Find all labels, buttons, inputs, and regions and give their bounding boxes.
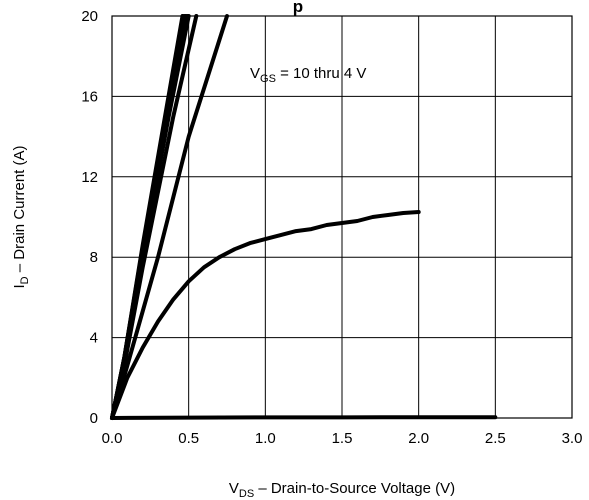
y-tick-label: 0 — [90, 410, 98, 427]
y-tick-label: 16 — [81, 88, 98, 105]
x-tick-label: 0.0 — [102, 430, 123, 447]
ylabel-text: – Drain Current (A) — [11, 146, 28, 277]
series-line-8 — [110, 210, 421, 420]
x-tick-labels: 0.0 0.5 1.0 1.5 2.0 2.5 3.0 — [102, 430, 583, 447]
x-tick-label: 1.0 — [255, 430, 276, 447]
vgs-annotation: VGS = 10 thru 4 V — [250, 65, 366, 85]
series-line-7 — [110, 14, 229, 420]
y-tick-labels: 0 4 8 12 16 20 — [81, 8, 98, 427]
y-tick-label: 20 — [81, 8, 98, 25]
annotation-subscript: GS — [260, 73, 276, 85]
x-tick-label: 2.0 — [408, 430, 429, 447]
x-tick-label: 3.0 — [562, 430, 583, 447]
xlabel-subscript: DS — [239, 488, 254, 500]
xlabel-prefix: V — [229, 480, 239, 497]
x-tick-label: 0.5 — [178, 430, 199, 447]
y-tick-label: 8 — [90, 249, 98, 266]
annotation-text: = 10 thru 4 V — [276, 65, 366, 82]
chart-title-fragment: p — [293, 0, 303, 16]
ylabel-subscript: D — [19, 276, 31, 284]
y-tick-label: 4 — [90, 330, 98, 347]
y-axis-label: ID – Drain Current (A) — [11, 146, 31, 289]
x-tick-label: 2.5 — [485, 430, 506, 447]
series-line-5 — [110, 14, 191, 420]
xlabel-text: – Drain-to-Source Voltage (V) — [254, 480, 455, 497]
annotation-prefix: V — [250, 65, 260, 82]
x-tick-label: 1.5 — [332, 430, 353, 447]
x-axis-label: VDS – Drain-to-Source Voltage (V) — [229, 480, 455, 500]
series-line-6 — [110, 14, 199, 420]
grid — [112, 16, 572, 418]
plot-frame — [111, 15, 573, 419]
ylabel-prefix: I — [11, 284, 28, 288]
y-tick-label: 12 — [81, 169, 98, 186]
